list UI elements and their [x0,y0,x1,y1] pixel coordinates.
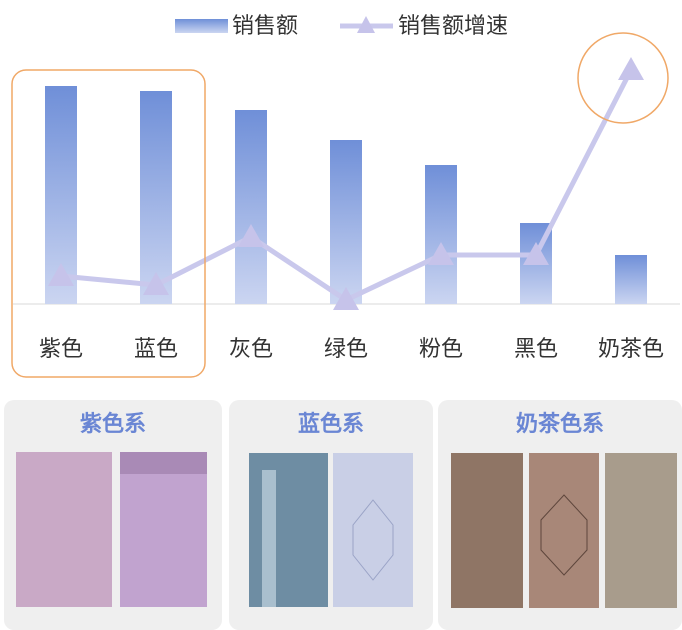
bar [615,255,647,304]
bar [140,91,172,304]
product-image-detail [352,499,394,581]
product-image [605,453,677,608]
x-tick-label: 粉色 [419,337,463,362]
product-image-detail [120,452,207,474]
line-marker [48,263,74,286]
line-marker [333,287,359,310]
legend-swatch-bar [175,19,228,33]
bar [330,140,362,304]
x-tick-label: 蓝色 [134,337,178,362]
x-tick-label: 灰色 [229,337,273,362]
highlight-box [11,69,206,378]
bar [235,110,267,304]
highlight-circle [577,32,669,124]
product-image [120,452,207,607]
product-image [249,453,328,607]
panel-title: 奶茶色系 [516,411,604,437]
line-marker [428,242,454,265]
line-marker [143,272,169,295]
product-image-detail [540,494,588,576]
product-image [529,453,599,608]
panel-title: 紫色系 [80,411,146,437]
product-image [16,452,112,607]
product-image [451,453,523,608]
x-tick-label: 黑色 [514,337,558,362]
legend-label: 销售额增速 [398,14,508,39]
x-tick-label: 紫色 [39,337,83,362]
x-tick-label: 奶茶色 [598,337,664,362]
panel-title: 蓝色系 [298,411,364,437]
line-marker [618,57,644,80]
line-marker [523,242,549,265]
plot: 紫色 蓝色 灰色 绿色 粉色 黑色 奶茶色 [39,57,664,362]
legend-label: 销售额 [232,14,298,39]
line-marker [238,224,264,247]
x-tick-label: 绿色 [324,337,368,362]
bar [425,165,457,304]
product-image-detail [262,470,276,607]
product-image [333,453,413,607]
legend-marker [357,16,375,33]
